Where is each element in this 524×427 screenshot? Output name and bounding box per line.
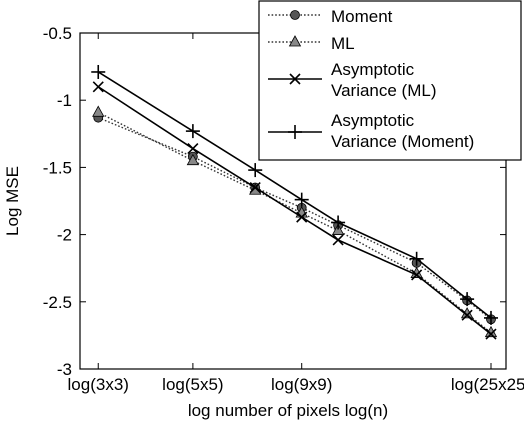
tick-layer: -3 -2.5 -2 -1.5 -1 -0.5 log(3x3) log(5x5) log(9x… (43, 24, 524, 394)
legend-marker-moment (290, 10, 300, 20)
x-tick-label: log(25x25) (451, 375, 524, 394)
x-axis-label: log number of pixels log(n) (188, 401, 388, 420)
y-tick-label: -2.5 (43, 293, 72, 312)
y-tick-label: -1.5 (43, 158, 72, 177)
series-line-asymptotic-variance-moment (97, 71, 492, 319)
legend-entry-ml: ML (268, 34, 355, 53)
y-tick-label: -1 (57, 91, 72, 110)
series-line-ml (97, 111, 492, 334)
point-asymptotic-variance-ml-0 (92, 81, 104, 93)
legend-label-asymptotic-variance-ml-1: Variance (ML) (331, 81, 437, 100)
point-asymptotic-variance-moment-6 (460, 292, 475, 307)
point-asymptotic-variance-ml-3-stroke-b (296, 211, 308, 223)
series-asymptotic-variance-moment (91, 64, 498, 325)
legend-marker-asymptotic-variance-moment (288, 125, 302, 139)
legend-marker-ml (288, 35, 302, 47)
point-asymptotic-variance-ml-1-stroke-b (187, 143, 199, 155)
legend-label-ml-0: ML (331, 34, 355, 53)
point-ml-0 (92, 105, 105, 117)
point-asymptotic-variance-ml-7-stroke-b (485, 328, 497, 340)
point-asymptotic-variance-moment-3 (294, 192, 309, 207)
point-asymptotic-variance-ml-5-stroke-b (411, 269, 423, 281)
series-line-asymptotic-variance-ml (97, 86, 492, 335)
point-asymptotic-variance-ml-6-stroke-b (461, 309, 473, 321)
point-asymptotic-variance-ml-2-stroke-b (249, 181, 261, 194)
legend-entry-asymptotic-variance-moment: Asymptotic Variance (Moment) (268, 111, 474, 151)
point-asymptotic-variance-ml-7 (485, 328, 497, 340)
y-tick-label: -0.5 (43, 24, 72, 43)
legend-entry-moment: Moment (268, 7, 393, 26)
series-layer (91, 64, 498, 340)
legend-label-asymptotic-variance-moment-0: Asymptotic (331, 111, 415, 130)
legend-label-asymptotic-variance-moment-1: Variance (Moment) (331, 132, 474, 151)
legend-entry-asymptotic-variance-ml: Asymptotic Variance (ML) (268, 60, 437, 100)
legend-marker-asymptotic-variance-ml (289, 73, 301, 85)
point-asymptotic-variance-moment-5 (409, 251, 424, 266)
legend-label-moment-0: Moment (331, 7, 393, 26)
legend-box (258, 0, 522, 161)
x-tick-label: log(3x3) (68, 375, 129, 394)
x-tick-label: log(5x5) (162, 375, 223, 394)
point-ml-1 (186, 153, 200, 166)
x-tick-label: log(9x9) (271, 375, 332, 394)
y-tick-label: -2 (57, 226, 72, 245)
point-asymptotic-variance-ml-1 (187, 143, 199, 155)
point-asymptotic-variance-moment-7 (483, 310, 498, 325)
point-asymptotic-variance-moment-0 (91, 64, 106, 79)
point-ml-4 (331, 223, 345, 235)
y-axis-label: Log MSE (3, 166, 22, 236)
series-line-moment (97, 117, 492, 320)
series-asymptotic-variance-ml (92, 81, 497, 340)
point-asymptotic-variance-ml-4 (332, 234, 344, 246)
point-asymptotic-variance-ml-3 (296, 211, 308, 223)
point-asymptotic-variance-moment-2 (248, 163, 263, 178)
point-asymptotic-variance-ml-4-stroke-b (332, 234, 344, 246)
point-asymptotic-variance-ml-0-stroke-b (92, 81, 104, 93)
point-asymptotic-variance-ml-2 (249, 181, 261, 194)
legend-marker-asymptotic-variance-ml-stroke-b (289, 73, 301, 85)
y-tick-label: -3 (57, 360, 72, 379)
point-asymptotic-variance-moment-1 (185, 124, 200, 139)
point-asymptotic-variance-moment-4 (331, 215, 346, 230)
legend-label-asymptotic-variance-ml-0: Asymptotic (331, 60, 415, 79)
point-asymptotic-variance-ml-5 (411, 269, 423, 281)
point-asymptotic-variance-ml-6 (461, 309, 473, 321)
